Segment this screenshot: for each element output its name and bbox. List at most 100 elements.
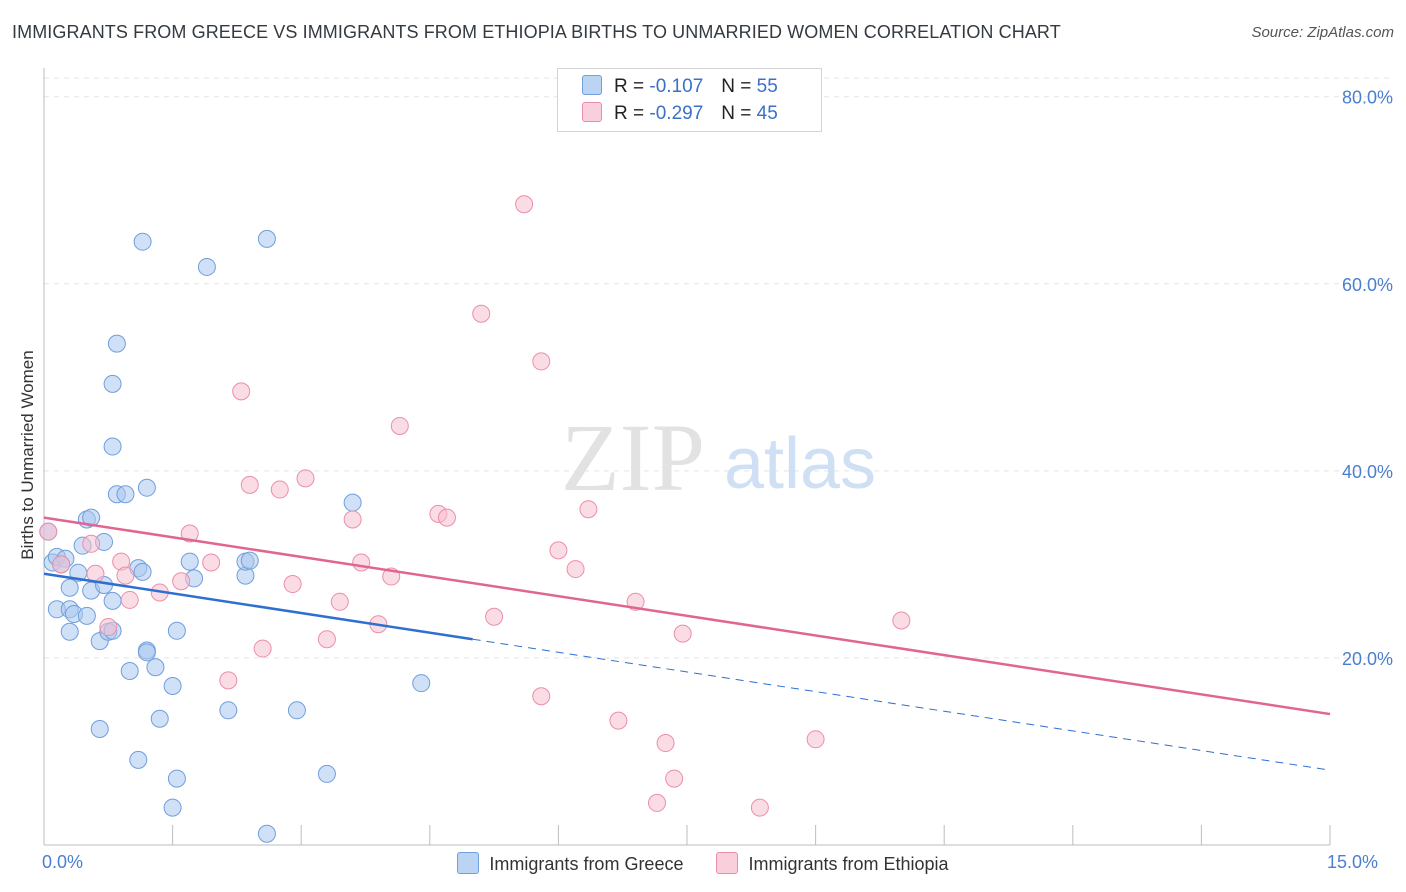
data-point — [99, 618, 118, 637]
series-greece-points — [39, 229, 431, 843]
data-point — [665, 769, 684, 788]
data-point — [673, 624, 692, 643]
series-ethiopia-points — [39, 195, 911, 817]
data-point — [219, 701, 238, 720]
trend-line-greece — [43, 572, 473, 641]
data-point — [647, 793, 666, 812]
data-point — [892, 611, 911, 630]
data-point — [549, 541, 568, 560]
data-point — [343, 510, 362, 529]
data-point — [330, 592, 349, 611]
data-point — [257, 229, 276, 248]
chart-source: Source: ZipAtlas.com — [1251, 24, 1394, 41]
legend-swatch-ethiopia — [582, 102, 602, 122]
legend-item-greece: Immigrants from Greece — [457, 852, 683, 875]
data-point — [806, 730, 825, 749]
data-point — [129, 750, 148, 769]
data-point — [287, 701, 306, 720]
legend-label-ethiopia: Immigrants from Ethiopia — [748, 854, 949, 874]
legend-row-greece: R = -0.107 N = 55 — [582, 75, 778, 99]
data-point — [240, 475, 259, 494]
data-point — [412, 674, 431, 693]
data-point — [180, 524, 199, 543]
data-point — [485, 607, 504, 626]
legend-item-ethiopia: Immigrants from Ethiopia — [716, 852, 949, 875]
data-point — [343, 493, 362, 512]
data-point — [219, 671, 238, 690]
data-point — [566, 560, 585, 579]
data-point — [180, 552, 199, 571]
axes — [43, 68, 1331, 846]
y-tick-label: 20.0% — [1342, 649, 1393, 669]
data-point — [163, 798, 182, 817]
data-point — [197, 257, 216, 276]
data-point — [626, 592, 645, 611]
chart-title: IMMIGRANTS FROM GREECE VS IMMIGRANTS FRO… — [12, 22, 1061, 42]
data-point — [82, 508, 101, 527]
data-point — [120, 590, 139, 609]
data-point — [120, 662, 139, 681]
data-point — [137, 643, 156, 662]
legend-swatch-greece — [582, 75, 602, 95]
legend-r-value: -0.297 — [649, 103, 704, 124]
data-point — [146, 658, 165, 677]
data-point — [317, 764, 336, 783]
legend-r-label: R = — [614, 103, 645, 124]
data-point — [60, 622, 79, 641]
data-point — [137, 478, 156, 497]
data-point — [296, 469, 315, 488]
legend-n-label: N = — [721, 103, 752, 124]
data-point — [202, 553, 221, 572]
data-point — [39, 522, 58, 541]
data-point — [90, 720, 109, 739]
data-point — [116, 485, 135, 504]
data-point — [107, 334, 126, 353]
data-point — [116, 566, 135, 585]
data-point — [167, 621, 186, 640]
data-point — [133, 232, 152, 251]
legend-n-value: 55 — [756, 76, 778, 97]
watermark: ZIP atlas — [561, 404, 876, 511]
series-legend: Immigrants from Greece Immigrants from E… — [0, 852, 1406, 875]
legend-r-value: -0.107 — [649, 76, 704, 97]
watermark-atlas: atlas — [724, 424, 876, 504]
legend-r-label: R = — [614, 76, 645, 97]
data-point — [52, 555, 71, 574]
data-point — [609, 711, 628, 730]
data-point — [232, 382, 251, 401]
legend-swatch-ethiopia — [716, 852, 739, 874]
data-point — [317, 630, 336, 649]
x-tick-label-min: 0.0% — [42, 852, 84, 872]
legend-row-ethiopia: R = -0.297 N = 45 — [582, 102, 778, 126]
data-point — [352, 553, 371, 572]
trend-lines — [43, 516, 1331, 771]
data-point — [750, 798, 769, 817]
data-point — [240, 551, 259, 570]
data-point — [390, 416, 409, 435]
correlation-legend: R = -0.107 N = 55 R = -0.297 N = 45 — [557, 68, 822, 132]
legend-n-label: N = — [721, 76, 752, 97]
data-point — [257, 824, 276, 843]
data-point — [82, 534, 101, 553]
data-point — [103, 374, 122, 393]
y-tick-label: 80.0% — [1342, 88, 1393, 108]
legend-label-greece: Immigrants from Greece — [489, 854, 684, 874]
data-point — [579, 500, 598, 519]
trend-line-ethiopia — [43, 516, 1331, 716]
data-point — [103, 591, 122, 610]
data-point — [150, 709, 169, 728]
trend-line-greece-extension — [472, 638, 1331, 771]
data-point — [532, 352, 551, 371]
legend-n-value: 45 — [756, 103, 778, 124]
legend-swatch-greece — [457, 852, 480, 874]
y-tick-label: 40.0% — [1342, 462, 1393, 482]
data-point — [172, 572, 191, 591]
x-tick-label-max: 15.0% — [1327, 852, 1379, 872]
data-point — [515, 195, 534, 214]
data-point — [60, 578, 79, 597]
data-point — [163, 676, 182, 695]
data-point — [77, 606, 96, 625]
data-point — [437, 508, 456, 527]
data-point — [532, 687, 551, 706]
